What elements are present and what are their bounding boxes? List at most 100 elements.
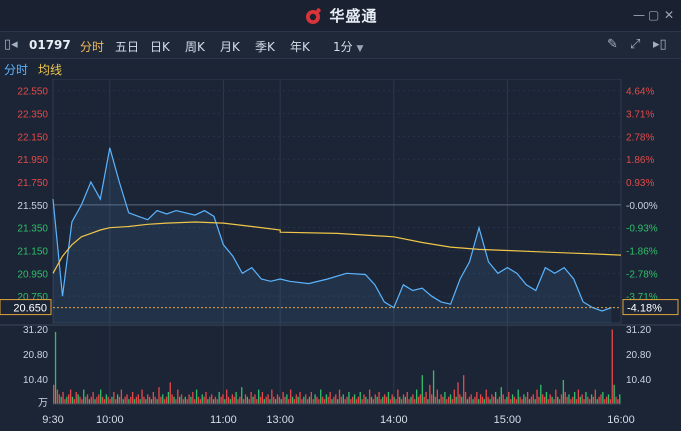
volume-bar (387, 391, 390, 404)
volume-bar (463, 375, 465, 404)
volume-bar (368, 389, 371, 404)
volume-bar (274, 399, 277, 404)
price-panel (52, 79, 622, 324)
volume-bar (389, 399, 391, 404)
volume-bar (615, 396, 617, 404)
volume-bar (521, 399, 523, 404)
tab-weekly[interactable]: 周K (185, 40, 205, 54)
volume-bar (190, 396, 192, 404)
volume-bar (523, 394, 525, 404)
volume-bar (534, 399, 536, 404)
tab-minute[interactable]: 分时 (80, 40, 105, 54)
volume-bar (479, 394, 482, 404)
tab-daily[interactable]: 日K (150, 40, 170, 54)
volume-bar (81, 399, 83, 404)
pencil-icon[interactable]: ✎ (607, 37, 618, 52)
volume-bar (481, 396, 484, 404)
volume-bar (404, 396, 407, 404)
tab-5day[interactable]: 五日 (115, 40, 140, 54)
volume-bar (195, 389, 198, 404)
volume-bar (410, 396, 412, 404)
volume-bar (464, 391, 467, 404)
intraday-chart[interactable]: 22.550 4.64% 22.350 3.71% 22.150 2.78% 21.950 1… (0, 79, 681, 431)
y-label-right: 4.64% (626, 87, 654, 98)
volume-bar (103, 399, 106, 404)
volume-bar (267, 394, 269, 404)
volume-bar (210, 394, 213, 404)
volume-bar (115, 399, 117, 404)
volume-bar (525, 396, 527, 404)
volume-bar (107, 396, 109, 404)
volume-bar (515, 399, 517, 404)
legend-minute[interactable]: 分时 (4, 63, 29, 77)
y-label-right: 2.78% (626, 132, 654, 143)
volume-bar (101, 396, 104, 404)
volume-bar (194, 399, 196, 404)
tab-yearly[interactable]: 年K (290, 40, 310, 54)
volume-bar (453, 389, 455, 404)
volume-bar (231, 394, 233, 404)
volume-bar (543, 396, 546, 404)
volume-bar (474, 396, 476, 404)
volume-bar (167, 391, 170, 404)
volume-bar (470, 394, 472, 404)
volume-bar (466, 399, 469, 404)
volume-bar (218, 391, 220, 404)
volume-bar (79, 396, 81, 404)
y-label-right: -0.00% (626, 201, 658, 212)
collapse-left-icon[interactable]: ▯◂ (4, 37, 18, 52)
volume-bar (553, 399, 555, 404)
volume-bar (504, 399, 506, 404)
volume-bar (374, 394, 376, 404)
volume-bar (384, 394, 386, 404)
volume-bar (179, 396, 181, 404)
y-label-right: -2.78% (626, 269, 658, 280)
volume-bar (56, 389, 59, 404)
interval-select[interactable]: 1分 ▼ (333, 38, 363, 55)
volume-bar (530, 396, 533, 404)
volume-bar (585, 391, 587, 404)
volume-bar (289, 389, 292, 404)
volume-bar (594, 389, 596, 404)
volume-bar (438, 399, 440, 404)
dock-right-icon[interactable]: ▸▯ (653, 37, 667, 52)
volume-bar (344, 399, 346, 404)
volume-bar (98, 394, 100, 404)
y-label-right: -3.71% (626, 292, 658, 303)
volume-bar (340, 396, 343, 404)
y-label-left: 21.550 (17, 201, 48, 212)
expand-icon[interactable]: ⤢ (630, 37, 641, 52)
volume-bar (419, 394, 422, 404)
volume-bar (286, 394, 288, 404)
volume-bar (96, 396, 98, 404)
tab-monthly[interactable]: 月K (220, 40, 240, 54)
volume-bar (440, 394, 442, 404)
volume-bar (494, 391, 497, 404)
volume-bar (397, 389, 399, 404)
y-label-left: 22.550 (17, 87, 48, 98)
volume-bar (417, 396, 420, 404)
volume-bar (476, 391, 478, 404)
volume-bar (135, 396, 138, 404)
volume-bar (489, 399, 491, 404)
volume-bar (145, 399, 147, 404)
volume-bar (493, 396, 495, 404)
volume-bar (58, 394, 60, 404)
volume-bar (444, 391, 446, 404)
last-price-box (0, 299, 52, 316)
volume-bar (256, 399, 258, 404)
maximize-icon[interactable]: ▢ (648, 8, 660, 22)
x-label: 15:00 (494, 414, 522, 426)
volume-bar (376, 396, 378, 404)
volume-bar (184, 396, 186, 404)
volume-bar (273, 396, 275, 404)
volume-bar (572, 396, 574, 404)
legend-avg[interactable]: 均线 (38, 63, 63, 77)
close-icon[interactable]: ✕ (664, 8, 675, 22)
volume-bar (617, 399, 619, 404)
stock-code: 01797 (29, 38, 71, 52)
volume-bar (308, 396, 311, 404)
tab-quarterly[interactable]: 季K (255, 40, 275, 54)
minimize-icon[interactable]: — (633, 8, 645, 22)
volume-bar (235, 391, 237, 404)
